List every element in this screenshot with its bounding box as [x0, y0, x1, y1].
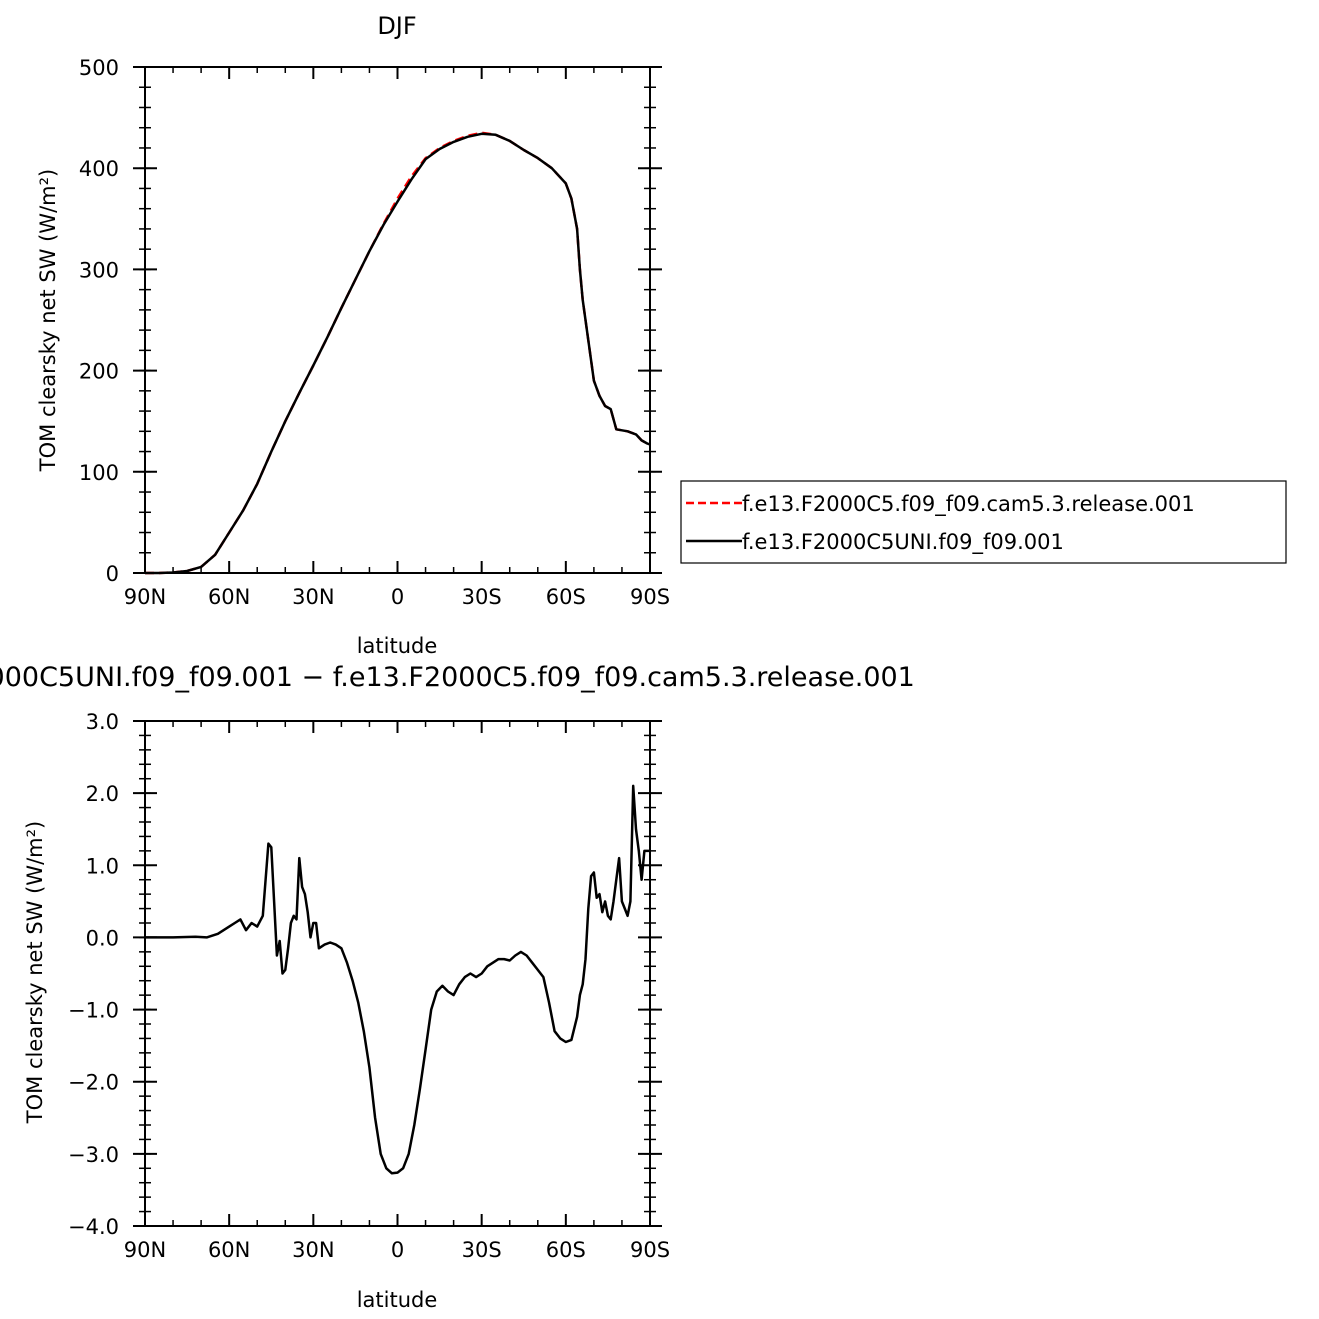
- plot-frame: [144, 720, 651, 1227]
- y-tick-label: 100: [79, 461, 119, 485]
- series-line-0: [145, 131, 651, 575]
- series-line-0: [145, 784, 650, 1175]
- x-tick-label: 0: [391, 585, 404, 609]
- y-tick-label: −4.0: [68, 1215, 119, 1239]
- y-tick-label: −2.0: [68, 1071, 119, 1095]
- y-tick-label: 2.0: [86, 782, 119, 806]
- y-tick-label: 3.0: [86, 710, 119, 734]
- x-tick-label: 30N: [292, 585, 334, 609]
- chart-title: DJF: [377, 12, 416, 40]
- x-tick-label: 30N: [292, 1238, 334, 1262]
- y-tick-label: −3.0: [68, 1143, 119, 1167]
- x-tick-label: 90N: [124, 585, 166, 609]
- x-tick-label: 0: [391, 1238, 404, 1262]
- chart-title: f.e13.F2000C5UNI.f09_f09.001 − f.e13.F20…: [0, 662, 915, 693]
- plot-area: 90N 60N 30N 0 30S 60S 90S 0 100 200 300 400 500: [79, 56, 670, 609]
- x-axis-label: latitude: [357, 1288, 438, 1312]
- x-tick-label: 30S: [462, 1238, 502, 1262]
- y-axis-label: TOM clearsky net SW (W/m²): [23, 821, 47, 1124]
- y-axis-label: TOM clearsky net SW (W/m²): [36, 169, 60, 472]
- panel-bottom: f.e13.F2000C5UNI.f09_f09.001 − f.e13.F20…: [0, 662, 915, 1312]
- y-tick-label: 400: [79, 157, 119, 181]
- y-tick-label: 0: [106, 562, 119, 586]
- legend-box: [680, 480, 1287, 564]
- legend-label: f.e13.F2000C5UNI.f09_f09.001: [742, 530, 1064, 555]
- x-axis-label: latitude: [357, 634, 438, 658]
- panel-top: DJF latitude TOM clearsky net SW (W/m²) …: [36, 12, 1287, 658]
- y-tick-label: 300: [79, 258, 119, 282]
- legend: f.e13.F2000C5.f09_f09.cam5.3.release.001…: [680, 480, 1287, 564]
- legend-label: f.e13.F2000C5.f09_f09.cam5.3.release.001: [742, 492, 1195, 517]
- plot-frame: [144, 66, 651, 574]
- x-tick-label: 60S: [546, 585, 586, 609]
- y-tick-label: 200: [79, 360, 119, 384]
- x-tick-label: 90S: [630, 1238, 670, 1262]
- y-tick-label: −1.0: [68, 999, 119, 1023]
- series-line-1: [145, 132, 651, 575]
- x-tick-label: 60S: [546, 1238, 586, 1262]
- y-tick-label: 1.0: [86, 854, 119, 878]
- x-tick-label: 60N: [208, 585, 250, 609]
- x-tick-label: 60N: [208, 1238, 250, 1262]
- x-tick-label: 30S: [462, 585, 502, 609]
- y-tick-label: 0.0: [86, 926, 119, 950]
- x-tick-label: 90S: [630, 585, 670, 609]
- y-tick-label: 500: [79, 56, 119, 80]
- x-tick-label: 90N: [124, 1238, 166, 1262]
- plot-area: 90N 60N 30N 0 30S 60S 90S 3.0 2.0 1.0 0.0 −1.0 −2.0 −…: [68, 710, 670, 1262]
